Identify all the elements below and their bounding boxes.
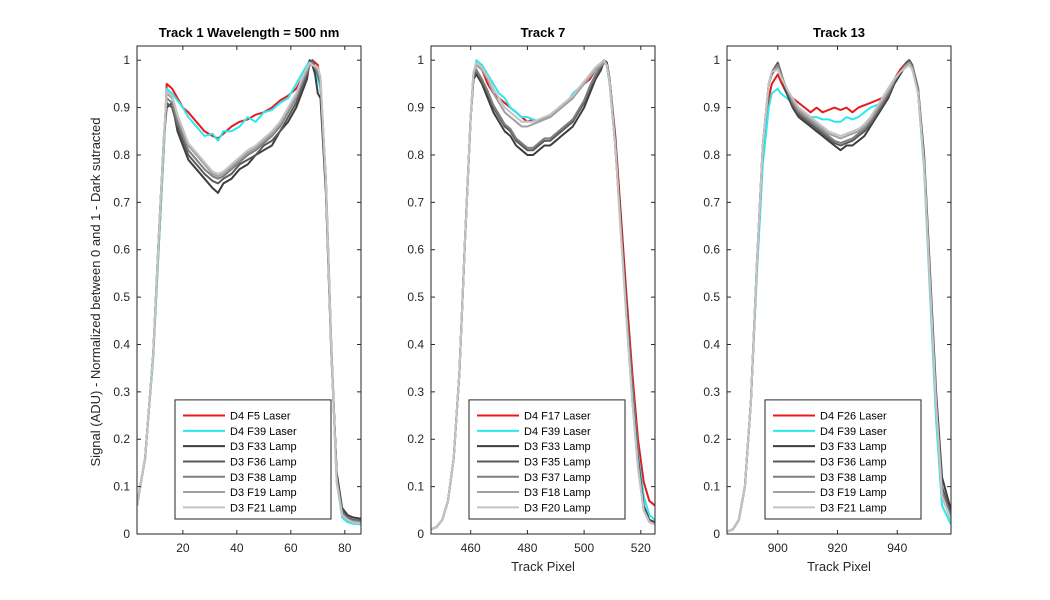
y-tick-label: 0.4 <box>703 337 720 351</box>
series-line-7 <box>727 64 951 533</box>
x-tick-label: 480 <box>517 541 537 555</box>
legend-label: D4 F26 Laser <box>820 411 887 423</box>
x-tick-label: 60 <box>284 541 298 555</box>
chart-panel-3: 0 0.1 0.2 0.3 0.4 0.5 0.6 0.7 0.8 0.9 1 900 920 940 Tr… <box>703 25 952 574</box>
series-group <box>137 59 361 526</box>
y-tick-label: 0.9 <box>703 101 720 115</box>
x-tick-label: 940 <box>887 541 907 555</box>
y-tick-label: 0.4 <box>407 337 424 351</box>
y-axis-label: Signal (ADU) - Normalized between 0 and … <box>88 118 103 467</box>
legend-label: D4 F39 Laser <box>230 426 297 438</box>
legend-label: D3 F19 Lamp <box>820 487 887 499</box>
y-tick-label: 0.2 <box>113 432 130 446</box>
x-tick-label: 920 <box>827 541 847 555</box>
legend-label: D3 F19 Lamp <box>230 487 297 499</box>
legend-label: D3 F21 Lamp <box>230 502 297 514</box>
legend-label: D4 F5 Laser <box>230 411 291 423</box>
y-tick-label: 0.9 <box>113 101 130 115</box>
y-tick-label: 0.1 <box>407 480 424 494</box>
y-tick-label: 0.6 <box>113 243 130 257</box>
y-tick-label: 0.8 <box>113 148 130 162</box>
x-tick-label: 460 <box>461 541 481 555</box>
series-group <box>431 59 655 531</box>
y-tick-label: 0.2 <box>703 432 720 446</box>
legend-label: D3 F33 Lamp <box>820 441 887 453</box>
axes-box <box>430 45 656 535</box>
y-tick-label: 0.8 <box>407 148 424 162</box>
x-tick-label: 20 <box>176 541 190 555</box>
y-tick-label: 0 <box>417 527 424 541</box>
series-group <box>727 59 951 533</box>
y-tick-label: 0.5 <box>113 290 130 304</box>
x-tick-label: 80 <box>338 541 352 555</box>
y-tick-label: 0.6 <box>703 243 720 257</box>
legend-label: D3 F36 Lamp <box>230 456 297 468</box>
legend-label: D3 F21 Lamp <box>820 502 887 514</box>
x-tick-label: 520 <box>631 541 651 555</box>
y-tick-label: 1 <box>123 53 130 67</box>
y-tick-label: 0.7 <box>407 195 424 209</box>
x-tick-label: 40 <box>230 541 244 555</box>
series-line-7 <box>431 59 655 531</box>
y-tick-label: 0.5 <box>407 290 424 304</box>
x-axis-label: Track Pixel <box>511 559 575 574</box>
y-tick-label: 0.2 <box>407 432 424 446</box>
legend-label: D3 F33 Lamp <box>230 441 297 453</box>
x-tick-label: 500 <box>574 541 594 555</box>
chart-panel-2: 0 0.1 0.2 0.3 0.4 0.5 0.6 0.7 0.8 0.9 1 460 480 500 52… <box>407 25 656 574</box>
legend-label: D3 F38 Lamp <box>820 472 887 484</box>
chart-title: Track 7 <box>521 25 566 40</box>
legend: D4 F17 Laser D4 F39 Laser D3 F33 Lamp D3 F3… <box>468 399 626 520</box>
y-tick-label: 0 <box>123 527 130 541</box>
y-tick-label: 0.4 <box>113 337 130 351</box>
legend-box <box>468 399 626 520</box>
y-tick-label: 0.6 <box>407 243 424 257</box>
y-tick-label: 0.7 <box>113 195 130 209</box>
legend-label: D3 F20 Lamp <box>524 502 591 514</box>
y-tick-label: 0.3 <box>407 385 424 399</box>
legend: D4 F26 Laser D4 F39 Laser D3 F33 Lamp D3 F3… <box>764 399 922 520</box>
y-tick-label: 0.3 <box>703 385 720 399</box>
legend-box <box>174 399 332 520</box>
y-tick-label: 1 <box>713 53 720 67</box>
axes-box <box>726 45 952 535</box>
x-axis-label: Track Pixel <box>807 559 871 574</box>
legend-label: D3 F35 Lamp <box>524 456 591 468</box>
x-tick-label: 900 <box>768 541 788 555</box>
y-tick-label: 0.3 <box>113 385 130 399</box>
chart-title: Track 13 <box>813 25 865 40</box>
axes-box <box>136 45 362 535</box>
legend-label: D4 F17 Laser <box>524 411 591 423</box>
legend-label: D4 F39 Laser <box>820 426 887 438</box>
legend-box <box>764 399 922 520</box>
legend-label: D3 F18 Lamp <box>524 487 591 499</box>
y-tick-label: 0.5 <box>703 290 720 304</box>
y-tick-label: 0.9 <box>407 101 424 115</box>
legend-label: D3 F36 Lamp <box>820 456 887 468</box>
y-tick-label: 0.1 <box>113 480 130 494</box>
chart-panel-1: 0 0.1 0.2 0.3 0.4 0.5 0.6 0.7 0.8 0.9 1 20 40 60 80 Tra… <box>113 25 362 555</box>
y-tick-label: 0.1 <box>703 480 720 494</box>
y-tick-label: 0 <box>713 527 720 541</box>
legend-label: D4 F39 Laser <box>524 426 591 438</box>
y-tick-label: 1 <box>417 53 424 67</box>
y-tick-label: 0.8 <box>703 148 720 162</box>
legend-label: D3 F33 Lamp <box>524 441 591 453</box>
series-line-7 <box>137 61 361 525</box>
legend-label: D3 F38 Lamp <box>230 472 297 484</box>
chart-title: Track 1 Wavelength = 500 nm <box>159 25 340 40</box>
legend: D4 F5 Laser D4 F39 Laser D3 F33 Lamp D3 F36… <box>174 399 332 520</box>
legend-label: D3 F37 Lamp <box>524 472 591 484</box>
y-tick-label: 0.7 <box>703 195 720 209</box>
